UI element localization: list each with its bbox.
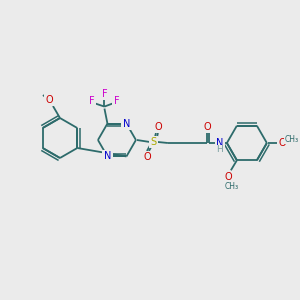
Text: H: H (217, 146, 223, 154)
Text: O: O (154, 122, 162, 132)
Text: F: F (114, 96, 119, 106)
Text: CH₃: CH₃ (225, 182, 239, 191)
Text: N: N (123, 118, 130, 129)
Text: S: S (151, 137, 157, 147)
Text: O: O (203, 122, 211, 132)
Text: F: F (88, 96, 94, 106)
Text: N: N (216, 138, 224, 148)
Text: O: O (278, 138, 286, 148)
Text: N: N (104, 152, 111, 161)
Text: CH₃: CH₃ (285, 134, 299, 143)
Text: O: O (143, 152, 151, 162)
Text: O: O (45, 95, 53, 105)
Text: O: O (224, 172, 232, 182)
Text: F: F (102, 88, 107, 99)
